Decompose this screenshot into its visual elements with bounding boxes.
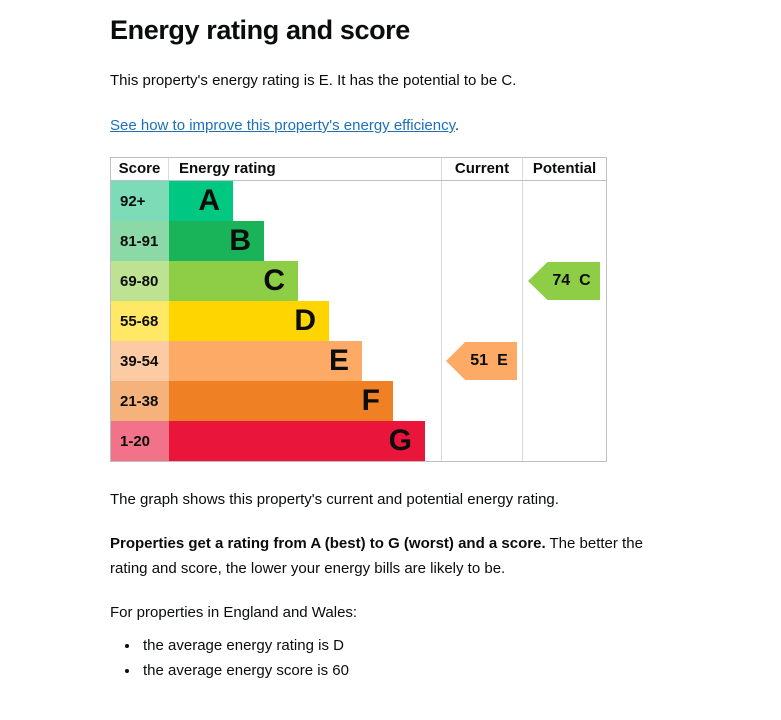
- potential-cell: [522, 221, 606, 261]
- bar-area: G: [169, 421, 441, 461]
- chart-header-row: Score Energy rating Current Potential: [111, 158, 606, 181]
- score-range-a: 92+: [111, 181, 169, 221]
- potential-cell: [522, 181, 606, 221]
- band-bar-f: F: [169, 381, 393, 421]
- band-letter-a: A: [198, 184, 220, 217]
- band-letter-f: F: [361, 384, 380, 417]
- bar-area: A: [169, 181, 441, 221]
- band-letter-c: C: [263, 264, 285, 297]
- score-range-g: 1-20: [111, 421, 169, 461]
- current-cell: [441, 261, 522, 301]
- rating-explanation-bold: Properties get a rating from A (best) to…: [110, 535, 546, 552]
- score-range-f: 21-38: [111, 381, 169, 421]
- band-row-g: 1-20 G: [111, 421, 606, 461]
- bar-area: E: [169, 341, 441, 381]
- potential-cell: [522, 301, 606, 341]
- band-letter-b: B: [229, 224, 251, 257]
- potential-cell: [522, 261, 606, 301]
- potential-score-value: 74: [552, 272, 571, 289]
- current-cell: [441, 421, 522, 461]
- rating-explanation: Properties get a rating from A (best) to…: [110, 531, 655, 581]
- graph-caption: The graph shows this property's current …: [110, 491, 559, 508]
- list-item-average-rating: the average energy rating is D: [140, 633, 671, 658]
- link-suffix: .: [454, 117, 460, 134]
- bar-area: B: [169, 221, 441, 261]
- band-bar-b: B: [169, 221, 264, 261]
- content-column: Energy rating and score This property's …: [0, 0, 681, 683]
- intro-text: This property's energy rating is E. It h…: [110, 72, 517, 89]
- band-row-b: 81-91 B: [111, 221, 606, 261]
- improve-link-paragraph: See how to improve this property's energ…: [110, 113, 671, 138]
- bar-area: C: [169, 261, 441, 301]
- list-item-average-score: the average energy score is 60: [140, 658, 671, 683]
- score-range-b: 81-91: [111, 221, 169, 261]
- column-header-score: Score: [111, 158, 169, 180]
- band-bar-d: D: [169, 301, 329, 341]
- bar-area: F: [169, 381, 441, 421]
- score-range-e: 39-54: [111, 341, 169, 381]
- band-bar-a: A: [169, 181, 233, 221]
- current-rating-letter: E: [497, 352, 508, 369]
- band-row-f: 21-38 F: [111, 381, 606, 421]
- band-letter-d: D: [294, 304, 316, 337]
- column-header-current: Current: [441, 158, 522, 180]
- band-bar-e: E: [169, 341, 362, 381]
- epc-rating-chart: Score Energy rating Current Potential 92…: [110, 157, 607, 462]
- current-cell: [441, 301, 522, 341]
- potential-rating-letter: C: [579, 272, 591, 289]
- potential-cell: [522, 381, 606, 421]
- rating-explanation-rest: The better the rating and score, the low…: [110, 535, 643, 577]
- current-score-value: 51: [470, 352, 489, 369]
- chart-body: 92+ A 81-91 B: [111, 181, 606, 461]
- score-range-d: 55-68: [111, 301, 169, 341]
- band-row-e: 39-54 E: [111, 341, 606, 381]
- current-cell: [441, 181, 522, 221]
- band-bar-c: C: [169, 261, 298, 301]
- averages-list: the average energy rating is D the avera…: [140, 633, 671, 683]
- band-row-c: 69-80 C: [111, 261, 606, 301]
- score-range-c: 69-80: [111, 261, 169, 301]
- current-cell: [441, 341, 522, 381]
- band-letter-g: G: [388, 424, 412, 457]
- column-header-energy-rating: Energy rating: [179, 160, 276, 177]
- column-header-potential: Potential: [522, 158, 606, 180]
- potential-cell: [522, 421, 606, 461]
- current-cell: [441, 381, 522, 421]
- page-title: Energy rating and score: [110, 15, 410, 45]
- current-cell: [441, 221, 522, 261]
- band-row-a: 92+ A: [111, 181, 606, 221]
- improve-efficiency-link[interactable]: See how to improve this property's energ…: [110, 117, 455, 134]
- region-heading: For properties in England and Wales:: [110, 604, 358, 621]
- band-row-d: 55-68 D: [111, 301, 606, 341]
- band-bar-g: G: [169, 421, 425, 461]
- potential-cell: [522, 341, 606, 381]
- band-letter-e: E: [328, 344, 349, 377]
- bar-area: D: [169, 301, 441, 341]
